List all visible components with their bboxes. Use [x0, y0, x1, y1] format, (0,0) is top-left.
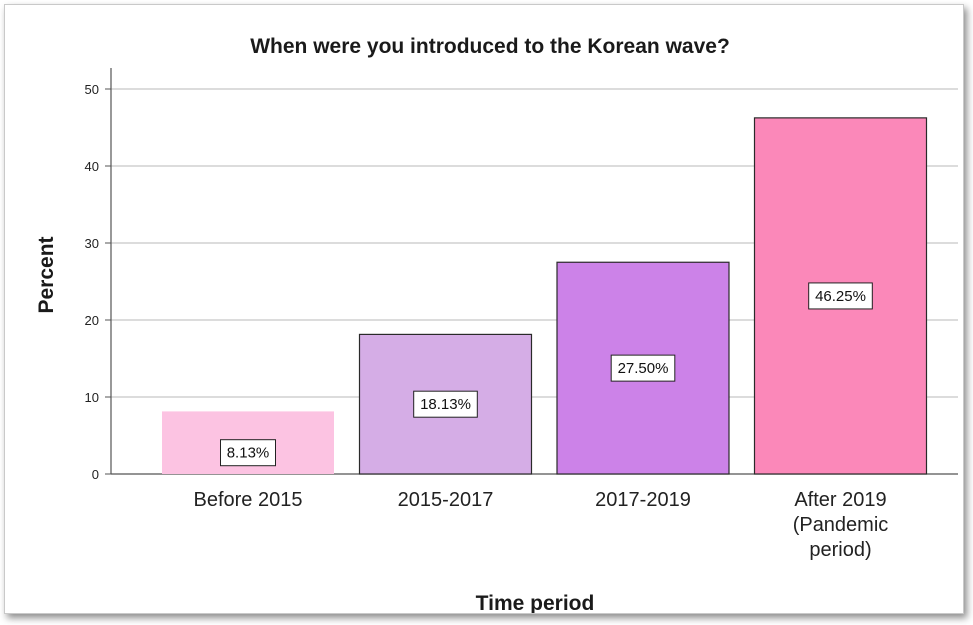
data-labels: 8.13% 18.13% 27.50% 46.25%	[220, 282, 873, 467]
x-tick-label: (Pandemic	[793, 514, 889, 536]
bar-chart: When were you introduced to the Korean w…	[35, 35, 958, 613]
data-label-box	[220, 439, 276, 467]
x-tick-label: 2017-2019	[595, 489, 691, 511]
x-tick-label: Before 2015	[194, 489, 303, 511]
x-axis: Before 2015 2015-2017 2017-2019 After 2019 (…	[194, 489, 889, 561]
chart-title: When were you introduced to the Korean w…	[250, 35, 730, 58]
x-tick-label: 2015-2017	[398, 489, 494, 511]
x-axis-title: Time period	[476, 592, 595, 613]
data-label-box	[808, 282, 873, 310]
data-label: 46.25%	[815, 288, 866, 305]
y-tick-label: 10	[85, 390, 99, 405]
data-label: 18.13%	[420, 396, 471, 413]
data-label: 27.50%	[618, 360, 669, 377]
y-tick-label: 50	[85, 82, 99, 97]
chart-frame: When were you introduced to the Korean w…	[4, 4, 964, 614]
data-label-box	[413, 390, 478, 418]
x-tick-label: After 2019	[794, 489, 886, 511]
y-tick-label: 30	[85, 236, 99, 251]
data-label-box	[610, 354, 676, 382]
y-axis-title: Percent	[35, 236, 58, 313]
data-label: 8.13%	[227, 445, 270, 462]
y-tick-label: 40	[85, 159, 99, 174]
y-tick-label: 0	[92, 467, 99, 482]
y-tick-label: 20	[85, 313, 99, 328]
x-tick-label: period)	[809, 539, 871, 561]
